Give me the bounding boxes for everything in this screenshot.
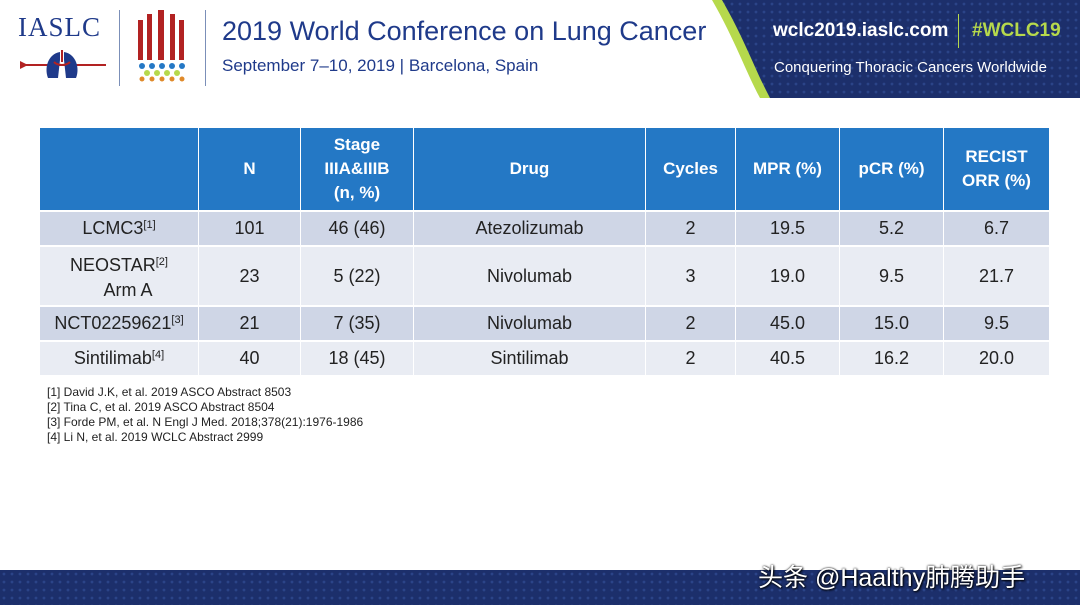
cycles-cell: 2 [646, 305, 736, 340]
header-banner [712, 0, 1080, 98]
reference-item: [3] Forde PM, et al. N Engl J Med. 2018;… [47, 415, 364, 429]
iaslc-logo-text: IASLC [18, 12, 102, 42]
conference-website: wclc2019.iaslc.com [773, 20, 949, 41]
n-cell: 40 [199, 340, 301, 375]
conference-tagline: Conquering Thoracic Cancers Worldwide [774, 59, 1047, 76]
drug-cell: Nivolumab [414, 245, 646, 305]
col-header-pcr: pCR (%) [840, 128, 944, 210]
cycles-cell: 2 [646, 340, 736, 375]
conference-hashtag: #WCLC19 [972, 20, 1061, 41]
reference-item: [2] Tina C, et al. 2019 ASCO Abstract 85… [47, 400, 275, 414]
watermark-text: 头条 @Haalthy肺腾助手 [758, 564, 1026, 592]
col-header-study [40, 128, 199, 210]
reference-item: [1] David J.K, et al. 2019 ASCO Abstract… [47, 385, 292, 399]
mpr-cell: 19.5 [736, 210, 840, 245]
header-divider [205, 10, 206, 86]
conference-date-location: September 7–10, 2019 | Barcelona, Spain [222, 56, 539, 75]
drug-cell: Nivolumab [414, 305, 646, 340]
table-row: NEOSTAR[2] Arm A 23 5 (22) Nivolumab 3 19… [40, 245, 1049, 305]
mpr-cell: 19.0 [736, 245, 840, 305]
col-header-orr: RECIST ORR (%) [944, 128, 1049, 210]
n-cell: 101 [199, 210, 301, 245]
col-header-mpr: MPR (%) [736, 128, 840, 210]
banner-divider [958, 14, 959, 48]
cycles-cell: 3 [646, 245, 736, 305]
stage-cell: 5 (22) [301, 245, 414, 305]
orr-cell: 20.0 [944, 340, 1049, 375]
pcr-cell: 15.0 [840, 305, 944, 340]
table-row: NCT02259621[3] 21 7 (35) Nivolumab 2 45.… [40, 305, 1049, 340]
orr-cell: 6.7 [944, 210, 1049, 245]
references-list: [1] David J.K, et al. 2019 ASCO Abstract… [47, 385, 363, 445]
n-cell: 23 [199, 245, 301, 305]
lungs-staff-icon [20, 50, 106, 78]
mpr-cell: 45.0 [736, 305, 840, 340]
col-header-drug: Drug [414, 128, 646, 210]
col-header-stage: Stage IIIA&IIIB (n, %) [301, 128, 414, 210]
reference-item: [4] Li N, et al. 2019 WCLC Abstract 2999 [47, 430, 264, 444]
orr-cell: 21.7 [944, 245, 1049, 305]
mpr-cell: 40.5 [736, 340, 840, 375]
table-header-row: N Stage IIIA&IIIB (n, %) Drug Cycles MPR… [40, 128, 1049, 210]
col-header-cycles: Cycles [646, 128, 736, 210]
sagrada-familia-icon [138, 10, 185, 82]
conference-title: 2019 World Conference on Lung Cancer [222, 16, 707, 46]
stage-cell: 46 (46) [301, 210, 414, 245]
col-header-n: N [199, 128, 301, 210]
footer-bar [0, 570, 1080, 605]
table-row: Sintilimab[4] 40 18 (45) Sintilimab 2 40… [40, 340, 1049, 375]
cycles-cell: 2 [646, 210, 736, 245]
table-row: LCMC3[1] 101 46 (46) Atezolizumab 2 19.5… [40, 210, 1049, 245]
pcr-cell: 9.5 [840, 245, 944, 305]
study-cell: LCMC3[1] [40, 210, 199, 245]
trial-results-table: N Stage IIIA&IIIB (n, %) Drug Cycles MPR… [40, 128, 1049, 375]
drug-cell: Sintilimab [414, 340, 646, 375]
stage-cell: 7 (35) [301, 305, 414, 340]
drug-cell: Atezolizumab [414, 210, 646, 245]
study-cell: Sintilimab[4] [40, 340, 199, 375]
stage-cell: 18 (45) [301, 340, 414, 375]
orr-cell: 9.5 [944, 305, 1049, 340]
n-cell: 21 [199, 305, 301, 340]
pcr-cell: 5.2 [840, 210, 944, 245]
study-cell: NCT02259621[3] [40, 305, 199, 340]
pcr-cell: 16.2 [840, 340, 944, 375]
study-cell: NEOSTAR[2] Arm A [40, 245, 199, 305]
header-divider [119, 10, 120, 86]
slide-header: IASLC 2019 World Conference on Lung Canc… [0, 0, 1080, 98]
